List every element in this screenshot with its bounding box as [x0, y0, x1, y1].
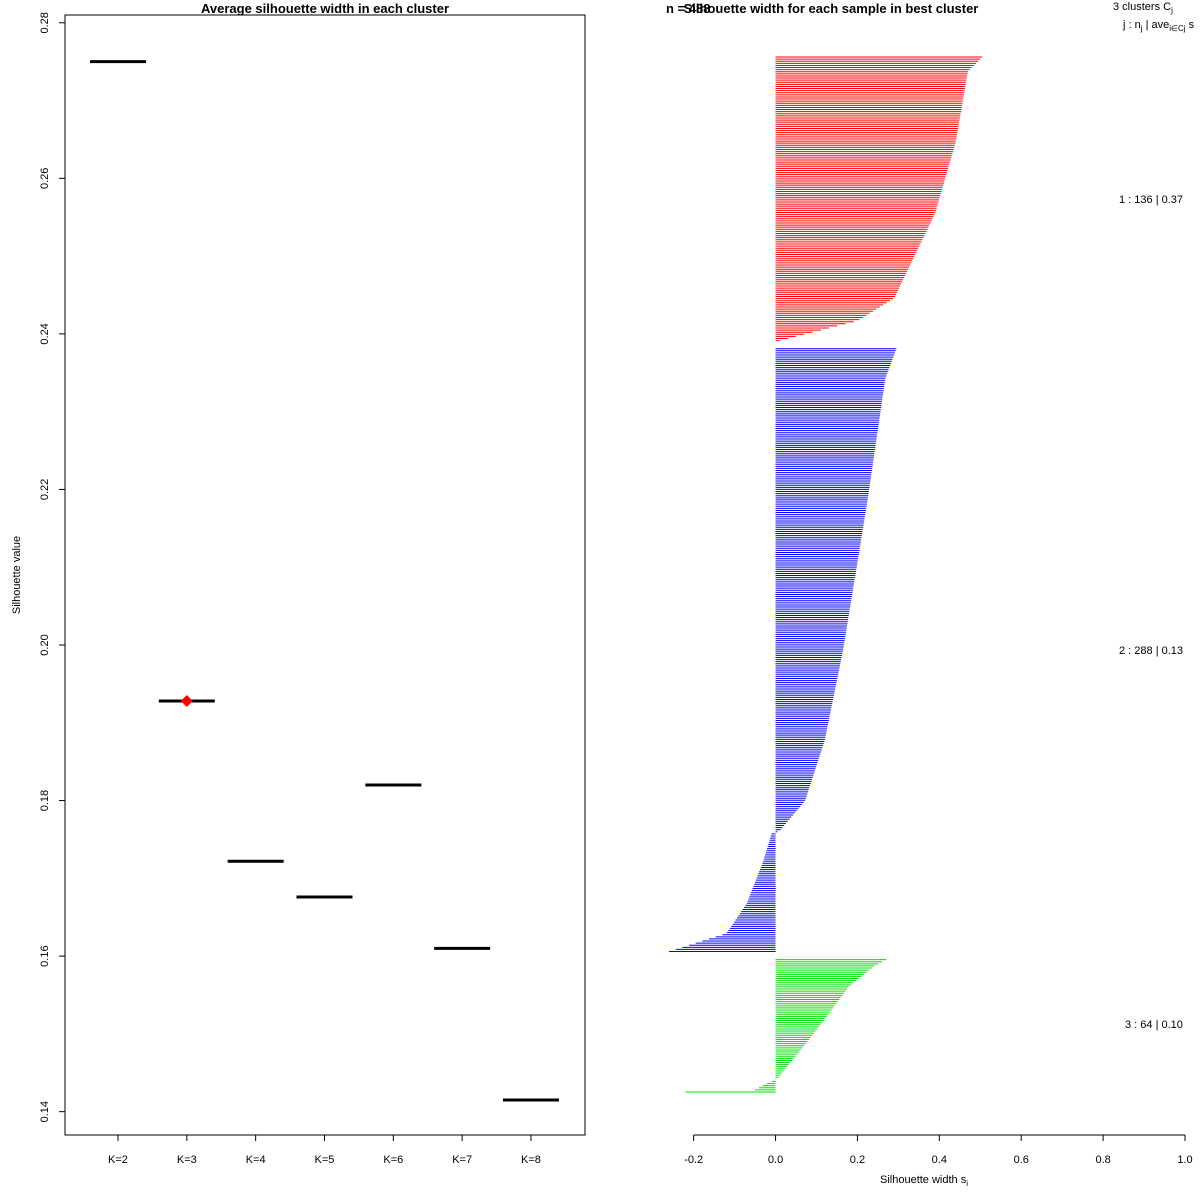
left-x-tick-label: K=7	[452, 1154, 472, 1166]
left-y-tick-label: 0.20	[39, 634, 51, 655]
right-x-axis-label-main: Silhouette width s	[880, 1174, 967, 1186]
left-y-tick-label: 0.16	[39, 945, 51, 966]
left-chart-title: Average silhouette width in each cluster	[201, 1, 449, 16]
left-x-tick-label: K=8	[521, 1154, 541, 1166]
right-x-axis-label: Silhouette width si	[880, 1174, 968, 1188]
legend-header-2: j : nj | avei∈Cj s	[1122, 19, 1195, 33]
left-y-axis-label: Silhouette value	[11, 536, 23, 614]
legend-cluster-2: 2 : 288 | 0.13	[1119, 645, 1183, 657]
left-marks	[90, 60, 559, 1102]
right-x-tick-label: 0.8	[1095, 1154, 1110, 1166]
legend-header-2-mid: | ave	[1143, 19, 1170, 31]
left-y-tick-label: 0.28	[39, 12, 51, 33]
left-x-tick-label: K=5	[315, 1154, 335, 1166]
best-k-marker	[180, 695, 193, 707]
left-y-axis: 0.14 0.16 0.18 0.20 0.22 0.24 0.26 0.28	[39, 12, 65, 1122]
legend-cluster-1: 1 : 136 | 0.37	[1119, 194, 1183, 206]
left-x-tick-label: K=4	[246, 1154, 266, 1166]
right-bars	[669, 56, 983, 1093]
left-y-tick-label: 0.24	[39, 323, 51, 344]
legend-header-2-end: s	[1186, 19, 1195, 31]
left-y-tick-label: 0.26	[39, 168, 51, 189]
right-title-overlap-fragment: n = 488	[666, 1, 710, 16]
right-x-tick-label: 0.6	[1014, 1154, 1029, 1166]
right-legend: 3 clusters Cj j : nj | avei∈Cj s 1 : 136…	[1113, 1, 1195, 1031]
left-y-tick-label: 0.22	[39, 479, 51, 500]
left-x-tick-label: K=6	[383, 1154, 403, 1166]
right-x-tick-label: 1.0	[1177, 1154, 1192, 1166]
right-x-tick-label: -0.2	[684, 1154, 703, 1166]
right-x-tick-label: 0.4	[932, 1154, 947, 1166]
right-x-tick-label: 0.2	[850, 1154, 865, 1166]
legend-header-2-sub: j	[1140, 24, 1143, 33]
right-x-axis-label-sub: i	[966, 1179, 968, 1188]
left-y-tick-label: 0.18	[39, 790, 51, 811]
legend-header-1-main: 3 clusters C	[1113, 1, 1171, 13]
right-panel: n = 488 Silhouette width for each sample…	[666, 1, 1195, 1188]
right-chart-title: Silhouette width for each sample in best…	[684, 1, 979, 16]
left-x-tick-label: K=2	[108, 1154, 128, 1166]
legend-header-1: 3 clusters Cj	[1113, 1, 1173, 15]
left-panel: Average silhouette width in each cluster…	[11, 1, 586, 1166]
right-x-axis: -0.2 0.0 0.2 0.4 0.6 0.8 1.0	[684, 1134, 1193, 1166]
legend-cluster-3: 3 : 64 | 0.10	[1125, 1019, 1183, 1031]
legend-header-1-sub: j	[1170, 6, 1173, 15]
left-plot-frame	[64, 14, 586, 1136]
left-x-tick-label: K=3	[177, 1154, 197, 1166]
legend-header-2-sub2: i∈Cj	[1169, 24, 1186, 33]
legend-header-2-main: j : n	[1122, 19, 1141, 31]
left-x-axis: K=2 K=3 K=4 K=5 K=6 K=7 K=8	[108, 1135, 541, 1166]
right-x-tick-label: 0.0	[768, 1154, 783, 1166]
left-y-tick-label: 0.14	[39, 1101, 51, 1122]
